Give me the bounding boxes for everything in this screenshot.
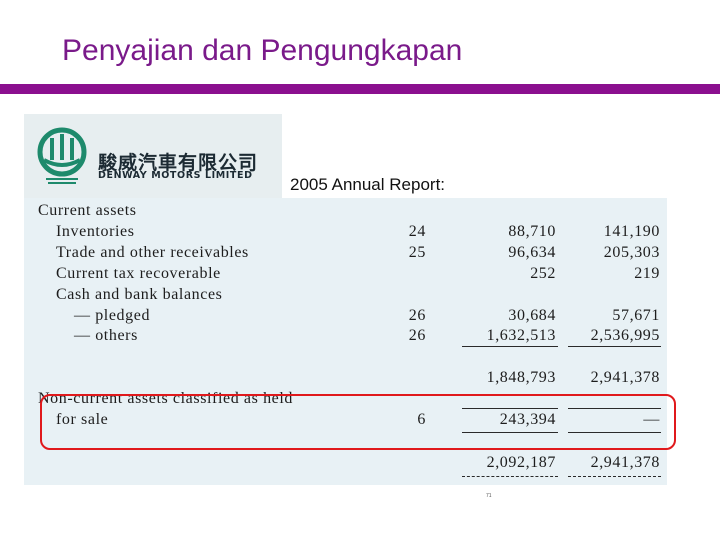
page-number: 71 <box>486 493 492 499</box>
denway-emblem-icon <box>37 127 87 184</box>
report-label: 2005 Annual Report: <box>290 175 446 194</box>
company-logo: 駿威汽車有限公司 DENWAY MOTORS LIMITED <box>24 114 282 200</box>
row-label: Current tax recoverable <box>56 265 221 282</box>
table-row: — pledged 26 30,684 57,671 <box>24 307 667 327</box>
row-label: Current assets <box>38 202 137 219</box>
note-ref: 24 <box>408 223 426 240</box>
table-row: 2,092,187 2,941,378 <box>24 454 667 474</box>
slide-title: Penyajian dan Pengungkapan <box>62 34 463 67</box>
value-2005: 30,684 <box>508 307 556 324</box>
total-rule <box>568 476 661 477</box>
row-label: for sale <box>56 411 109 428</box>
subtotal-rule <box>568 346 661 347</box>
row-label: Trade and other receivables <box>56 244 249 261</box>
row-label: Cash and bank balances <box>56 286 223 303</box>
subtotal-rule <box>568 432 661 433</box>
balance-sheet-excerpt: Current assets Inventories 24 88,710 141… <box>24 198 667 485</box>
note-ref: 26 <box>408 307 426 324</box>
section-rule <box>462 408 558 409</box>
value-2004: 205,303 <box>603 244 660 261</box>
value-2005: 252 <box>530 265 556 282</box>
company-name-english: DENWAY MOTORS LIMITED <box>98 170 253 181</box>
total-2004: 2,941,378 <box>590 454 660 471</box>
table-row: for sale 6 243,394 — <box>24 411 667 431</box>
row-label: Inventories <box>56 223 135 240</box>
note-ref: 26 <box>408 327 426 344</box>
total-rule <box>462 476 558 477</box>
value-2004: 141,190 <box>603 223 660 240</box>
table-row: Cash and bank balances <box>24 286 667 306</box>
total-2005: 2,092,187 <box>486 454 556 471</box>
table-row: Trade and other receivables 25 96,634 20… <box>24 244 667 264</box>
table-row: Inventories 24 88,710 141,190 <box>24 223 667 243</box>
title-divider <box>0 84 720 94</box>
note-ref: 6 <box>417 411 426 428</box>
table-row: — others 26 1,632,513 2,536,995 <box>24 327 667 347</box>
value-2005: 88,710 <box>508 223 556 240</box>
value-2004: 219 <box>634 265 660 282</box>
value-2004: 2,536,995 <box>590 327 660 344</box>
row-label: — others <box>74 327 138 344</box>
company-name-chinese: 駿威汽車有限公司 <box>98 152 259 174</box>
table-row: Current assets <box>24 202 667 222</box>
value-2005: 96,634 <box>508 244 556 261</box>
subtotal-rule <box>462 432 558 433</box>
row-label: — pledged <box>74 307 151 324</box>
section-rule <box>568 408 661 409</box>
table-row: 1,848,793 2,941,378 <box>24 369 667 389</box>
note-ref: 25 <box>408 244 426 261</box>
table-row: Current tax recoverable 252 219 <box>24 265 667 285</box>
held-for-sale-highlight <box>40 394 676 450</box>
value-2004: 57,671 <box>612 307 660 324</box>
subtotal-rule <box>462 346 558 347</box>
value-2005: 243,394 <box>499 411 556 428</box>
value-2005: 1,632,513 <box>486 327 556 344</box>
value-2004: — <box>643 411 660 428</box>
subtotal-2004: 2,941,378 <box>590 369 660 386</box>
subtotal-2005: 1,848,793 <box>486 369 556 386</box>
